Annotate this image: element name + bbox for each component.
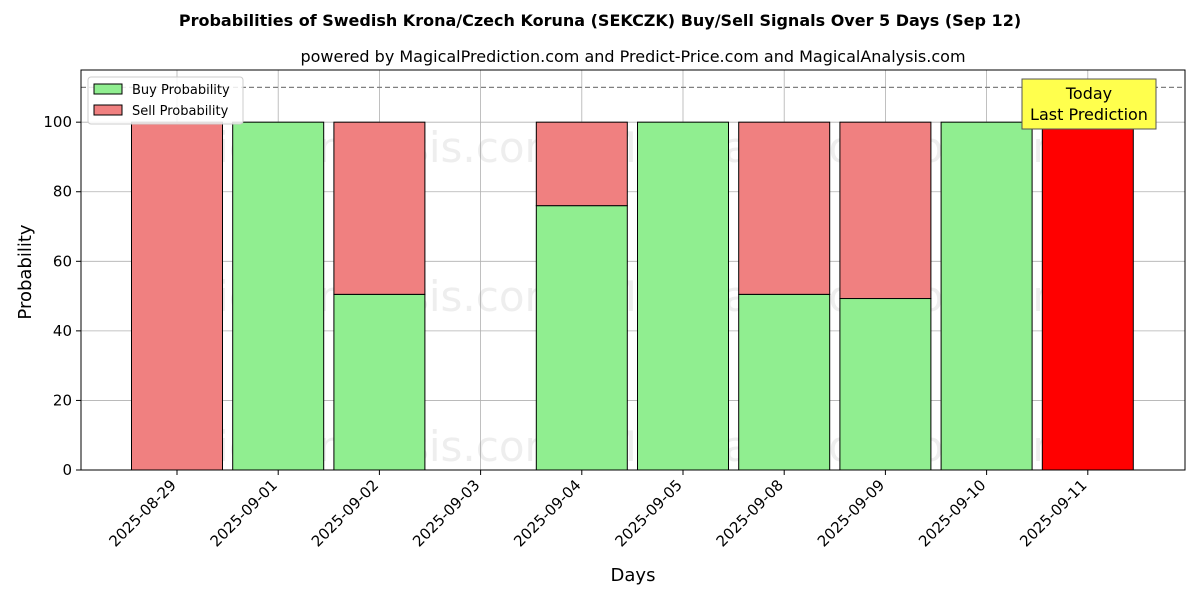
chart-subtitle: powered by MagicalPrediction.com and Pre… <box>300 47 965 66</box>
bar-sell-2025-09-04 <box>535 121 628 207</box>
bar-buy-2025-09-01 <box>232 121 325 471</box>
x-tick-label: 2025-09-02 <box>308 476 382 550</box>
x-tick-label: 2025-09-10 <box>915 476 989 550</box>
legend-frame <box>87 76 244 125</box>
bar-buy-2025-09-09 <box>839 298 932 471</box>
y-tick-label: 40 <box>53 322 72 340</box>
x-tick-label: 2025-09-08 <box>713 476 787 550</box>
y-tick-label: 20 <box>53 391 72 409</box>
x-tick-label: 2025-09-01 <box>207 476 281 550</box>
x-tick-label: 2025-09-04 <box>510 476 584 550</box>
bar-buy-2025-09-10 <box>940 121 1033 471</box>
legend-swatch-buy <box>93 83 123 95</box>
x-tick-label: 2025-09-11 <box>1016 476 1090 550</box>
bar-buy-2025-09-02 <box>333 293 426 471</box>
bar-sell-2025-09-02 <box>333 121 426 295</box>
today-annotation: Today Last Prediction <box>1021 78 1157 130</box>
bar-buy-2025-09-08 <box>738 293 831 471</box>
legend: Buy Probability Sell Probability <box>87 76 244 125</box>
chart-title: Probabilities of Swedish Krona/Czech Kor… <box>179 11 1021 30</box>
plot-frame <box>80 69 1186 471</box>
x-tick-label: 2025-09-05 <box>611 476 685 550</box>
annotation-line1: Today <box>1065 84 1112 103</box>
bar-sell-2025-09-09 <box>839 121 932 300</box>
x-tick-label: 2025-09-09 <box>814 476 888 550</box>
bar-buy-2025-09-04 <box>535 205 628 471</box>
bar-sell-2025-09-08 <box>738 121 831 295</box>
bars <box>131 121 1134 471</box>
legend-label-buy: Buy Probability <box>132 83 230 98</box>
legend-swatch-sell <box>93 104 123 116</box>
x-axis: 2025-08-29 2025-09-01 2025-09-02 2025-09-03… <box>105 470 1091 550</box>
legend-label-sell: Sell Probability <box>132 104 229 119</box>
x-axis-label: Days <box>611 565 656 586</box>
y-tick-label: 0 <box>62 461 72 479</box>
annotation-line2: Last Prediction <box>1030 105 1148 124</box>
x-tick-label: 2025-08-29 <box>105 476 179 550</box>
y-tick-label: 100 <box>43 113 72 131</box>
bar-sell-2025-08-29 <box>131 121 223 471</box>
y-tick-label: 60 <box>53 252 72 270</box>
x-tick-label: 2025-09-03 <box>409 476 483 550</box>
bar-buy-2025-09-05 <box>637 121 729 471</box>
y-axis-label: Probability <box>15 224 36 319</box>
y-axis: 0 20 40 60 80 100 <box>43 113 81 479</box>
y-tick-label: 80 <box>53 183 72 201</box>
annotation-box <box>1021 78 1157 130</box>
bar-sell-2025-09-11 <box>1041 121 1134 471</box>
